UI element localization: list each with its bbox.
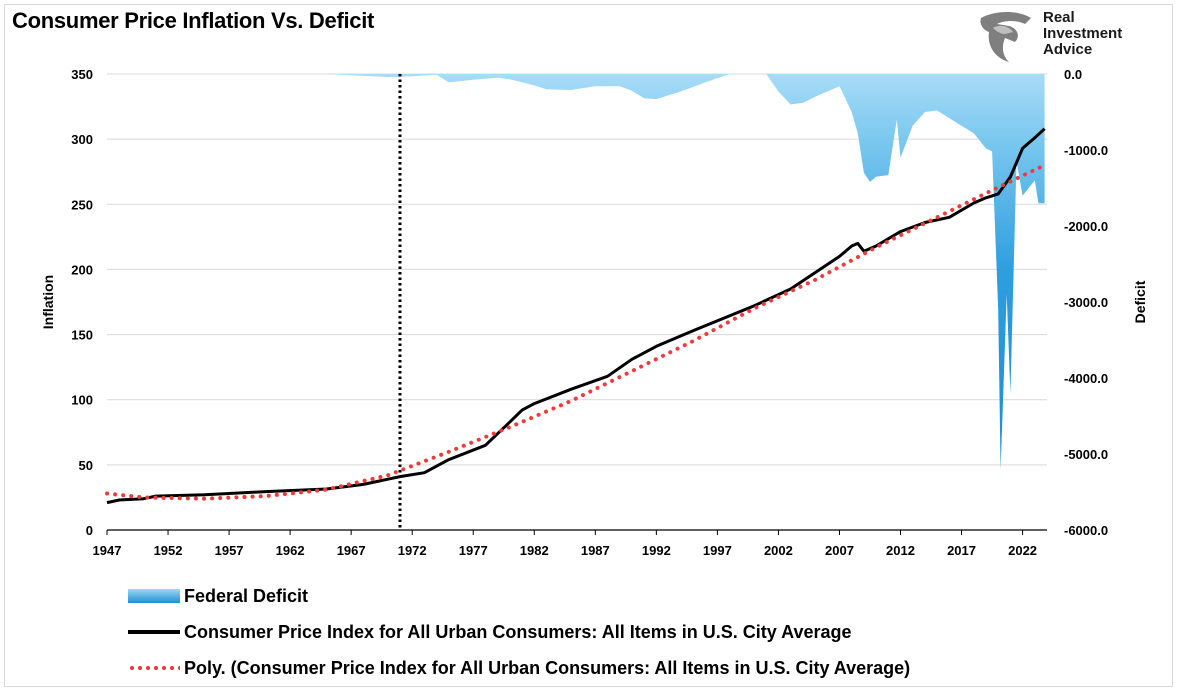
y-tick-label: 50	[79, 458, 93, 473]
deficit-area	[107, 74, 1045, 470]
legend-label: Consumer Price Index for All Urban Consu…	[184, 621, 852, 642]
line-series	[105, 127, 1047, 505]
x-tick-label: 1977	[459, 543, 488, 558]
x-tick-label: 2007	[825, 543, 854, 558]
y2-axis-title: Deficit	[1132, 280, 1148, 323]
x-tick-label: 1972	[398, 543, 427, 558]
x-tick-label: 2002	[764, 543, 793, 558]
cpi-line	[106, 127, 1046, 505]
x-tick-label: 1982	[520, 543, 549, 558]
y-tick-label: 250	[71, 197, 93, 212]
x-tick-label: 1967	[337, 543, 366, 558]
legend: Federal Deficit Consumer Price Index for…	[128, 578, 910, 686]
legend-item-federal-deficit: Federal Deficit	[128, 578, 910, 614]
legend-swatch-dots	[128, 666, 180, 670]
x-tick-label: 1947	[93, 543, 122, 558]
chart-title: Consumer Price Inflation Vs. Deficit	[12, 8, 375, 33]
x-tick-label: 1997	[703, 543, 732, 558]
x-tick-label: 1992	[642, 543, 671, 558]
axis-ticks: 0 50 100 150 200 250 300 350 0.0 -1000.0 -2000.0 -3…	[71, 67, 1108, 558]
eagle-head-icon	[980, 12, 1031, 62]
legend-item-cpi: Consumer Price Index for All Urban Consu…	[128, 614, 910, 650]
x-tick-label: 2012	[886, 543, 915, 558]
y2-tick-label: -1000.0	[1064, 143, 1108, 158]
x-tick-label: 1952	[154, 543, 183, 558]
y-tick-label: 300	[71, 132, 93, 147]
x-tick-label: 1987	[581, 543, 610, 558]
legend-label: Poly. (Consumer Price Index for All Urba…	[184, 657, 911, 678]
logo: Real Investment Advice	[975, 8, 1155, 68]
logo-line-1: Real	[1043, 9, 1075, 26]
y-tick-label: 100	[71, 393, 93, 408]
y2-tick-label: -4000.0	[1064, 371, 1108, 386]
logo-line-2: Investment	[1043, 25, 1123, 42]
legend-swatch-area	[128, 589, 180, 603]
y-axis-title: Inflation	[40, 275, 56, 329]
poly-trend-line	[105, 163, 1047, 501]
x-tick-label: 1962	[276, 543, 305, 558]
y2-tick-label: -2000.0	[1064, 219, 1108, 234]
y2-tick-label: 0.0	[1064, 67, 1082, 82]
y-tick-label: 0	[86, 523, 93, 538]
y-tick-label: 350	[71, 67, 93, 82]
y-tick-label: 200	[71, 262, 93, 277]
y2-tick-label: -6000.0	[1064, 523, 1108, 538]
deficit-area-series	[107, 74, 1045, 470]
logo-wordmark: Real Investment Advice	[1043, 10, 1122, 58]
y2-tick-label: -3000.0	[1064, 295, 1108, 310]
legend-label: Federal Deficit	[184, 585, 309, 606]
x-tick-label: 2017	[947, 543, 976, 558]
y2-tick-label: -5000.0	[1064, 447, 1108, 462]
x-tick-label: 2022	[1008, 543, 1037, 558]
x-tick-label: 1957	[215, 543, 244, 558]
y-tick-label: 150	[71, 328, 93, 343]
logo-line-3: Advice	[1043, 41, 1093, 58]
legend-swatch-line	[128, 630, 180, 634]
legend-item-poly: Poly. (Consumer Price Index for All Urba…	[128, 650, 910, 686]
